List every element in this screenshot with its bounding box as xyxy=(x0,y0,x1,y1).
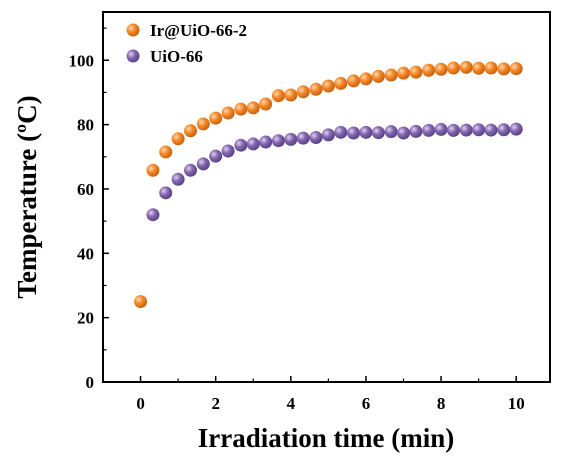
data-point xyxy=(409,65,423,79)
y-tick-label: 100 xyxy=(69,51,95,70)
data-point xyxy=(296,131,310,145)
y-axis-tick-labels: 0 20 40 60 80 100 xyxy=(69,51,95,392)
data-point xyxy=(259,97,273,111)
data-point xyxy=(371,126,385,140)
data-point xyxy=(472,123,486,137)
data-point xyxy=(321,79,335,93)
data-point xyxy=(284,88,298,102)
y-tick-label: 20 xyxy=(77,309,94,328)
x-axis-ticks xyxy=(102,376,517,382)
data-point xyxy=(296,85,310,99)
x-tick-label: 0 xyxy=(136,394,145,413)
x-tick-label: 2 xyxy=(211,394,220,413)
data-point xyxy=(159,186,173,200)
data-point xyxy=(284,132,298,146)
data-point xyxy=(134,295,148,309)
data-point xyxy=(384,125,398,139)
y-tick-label: 80 xyxy=(77,116,94,135)
data-point xyxy=(171,132,185,146)
data-point xyxy=(422,63,436,77)
data-point xyxy=(359,125,373,139)
data-point xyxy=(271,134,285,148)
data-point xyxy=(196,157,210,171)
data-point xyxy=(434,62,448,76)
data-point xyxy=(484,123,498,137)
data-point xyxy=(459,60,473,74)
x-axis-title: Irradiation time (min) xyxy=(198,423,454,453)
data-point xyxy=(472,61,486,75)
y-tick-label: 0 xyxy=(86,373,95,392)
data-point xyxy=(359,72,373,86)
data-point xyxy=(334,125,348,139)
data-point xyxy=(209,111,223,125)
data-point xyxy=(209,149,223,163)
data-point xyxy=(309,130,323,144)
data-point xyxy=(409,124,423,138)
data-point xyxy=(246,101,260,115)
y-axis-title: Temperature (ºC) xyxy=(12,95,42,298)
data-point xyxy=(184,163,198,177)
y-axis-ticks xyxy=(103,27,109,383)
data-point xyxy=(234,102,248,116)
data-point xyxy=(234,138,248,152)
data-point xyxy=(159,145,173,159)
data-point xyxy=(371,69,385,83)
x-tick-label: 6 xyxy=(362,394,371,413)
x-tick-label: 10 xyxy=(508,394,525,413)
legend-label-ir-uio-66-2: Ir@UiO-66-2 xyxy=(150,21,247,40)
data-point xyxy=(221,106,235,120)
data-point xyxy=(434,122,448,136)
y-tick-label: 40 xyxy=(77,244,94,263)
legend-label-uio-66: UiO-66 xyxy=(150,47,203,66)
data-point xyxy=(509,122,523,136)
data-point xyxy=(347,74,361,88)
data-point xyxy=(246,137,260,151)
data-point xyxy=(446,61,460,75)
data-point xyxy=(384,68,398,82)
x-axis-tick-labels: 0 2 4 6 8 10 xyxy=(136,394,524,413)
data-point xyxy=(509,62,523,76)
data-point xyxy=(271,89,285,103)
y-tick-label: 60 xyxy=(77,180,94,199)
legend: Ir@UiO-66-2 UiO-66 xyxy=(126,21,247,66)
data-point xyxy=(484,61,498,75)
data-point xyxy=(497,62,511,76)
data-point xyxy=(309,82,323,96)
series-uio-66 xyxy=(146,122,523,222)
data-point xyxy=(397,66,411,80)
data-point xyxy=(146,208,160,222)
data-point xyxy=(196,117,210,131)
data-point xyxy=(497,123,511,137)
x-tick-label: 4 xyxy=(287,394,296,413)
data-point xyxy=(146,163,160,177)
x-tick-label: 8 xyxy=(437,394,446,413)
data-point xyxy=(221,144,235,158)
data-point xyxy=(334,76,348,90)
data-point xyxy=(347,126,361,140)
series-ir-uio-66-2 xyxy=(134,60,523,309)
data-point xyxy=(171,172,185,186)
data-point xyxy=(259,135,273,149)
data-point xyxy=(321,128,335,142)
data-point xyxy=(184,124,198,138)
data-point xyxy=(397,126,411,140)
data-point xyxy=(459,123,473,137)
data-point xyxy=(422,123,436,137)
plot-frame xyxy=(102,11,551,383)
legend-marker-uio-66 xyxy=(126,49,140,63)
legend-marker-ir-uio-66-2 xyxy=(126,23,140,37)
data-point xyxy=(446,123,460,137)
